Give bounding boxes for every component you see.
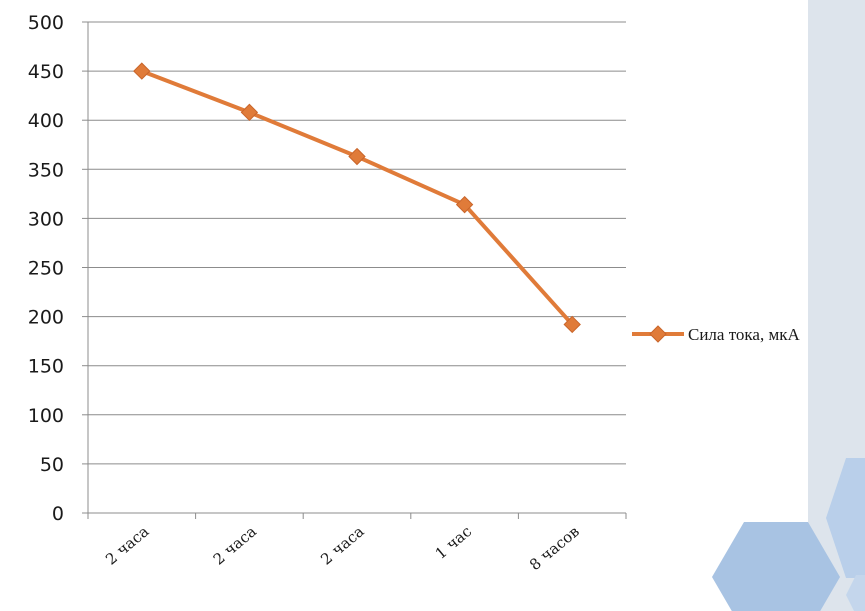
y-tick-label: 300: [28, 208, 64, 230]
axes: [82, 21, 627, 519]
x-tick-label: 2 часа: [317, 522, 367, 568]
data-point-marker: [240, 103, 259, 122]
y-tick-label: 50: [40, 454, 64, 476]
y-tick-label: 150: [28, 356, 64, 378]
y-tick-label: 350: [28, 159, 64, 181]
y-tick-label: 100: [28, 405, 64, 427]
data-point-marker: [563, 315, 581, 334]
legend-marker: [649, 325, 667, 343]
data-point-marker: [455, 195, 474, 214]
series-line: [141, 69, 574, 326]
legend-label: Сила тока, мкА: [688, 325, 800, 344]
legend: Сила тока, мкА: [632, 325, 800, 344]
y-axis-tick-labels: 0 50 100 150 200 250 300 350 400 450 500: [28, 12, 64, 525]
x-axis-tick-labels: 2 часа 2 часа 2 часа 1 час 8 часов: [102, 522, 583, 574]
x-tick-label: 2 часа: [102, 522, 152, 568]
y-tick-label: 200: [28, 307, 64, 329]
x-tick-label: 2 часа: [210, 522, 260, 568]
gridlines: [88, 21, 626, 465]
y-tick-label: 450: [28, 61, 64, 83]
y-tick-label: 250: [28, 258, 64, 280]
y-tick-label: 0: [52, 503, 64, 525]
series-layer: [133, 62, 581, 334]
x-tick-label: 8 часов: [526, 522, 583, 574]
x-tick-label: 1 час: [432, 522, 475, 563]
y-tick-label: 400: [28, 110, 64, 132]
data-point-marker: [348, 147, 366, 166]
data-point-marker: [133, 62, 151, 80]
y-tick-label: 500: [28, 12, 64, 34]
